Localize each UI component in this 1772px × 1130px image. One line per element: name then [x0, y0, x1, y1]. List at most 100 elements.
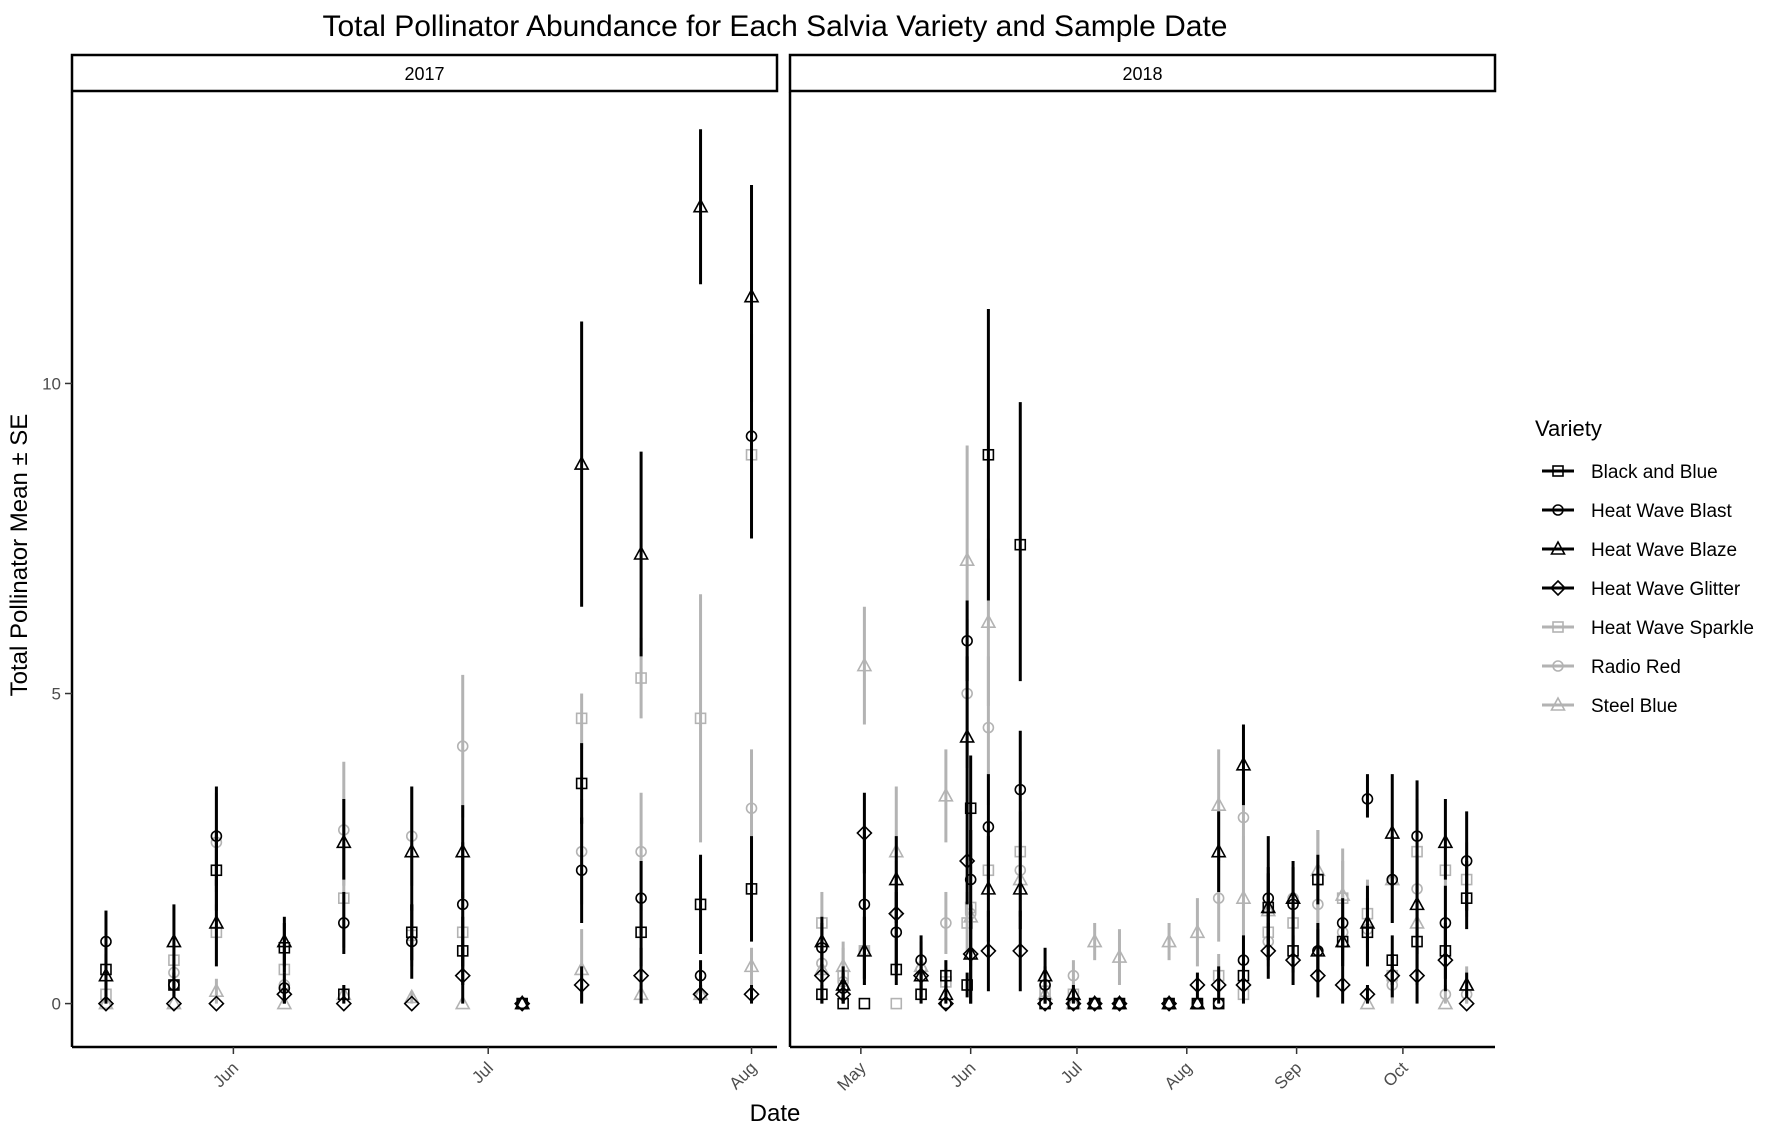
data-point [1284, 952, 1302, 969]
data-point [1012, 880, 1029, 895]
data-point [856, 942, 873, 957]
data-point [1409, 895, 1425, 911]
data-point [814, 932, 830, 948]
data-point [635, 845, 647, 858]
data-point [633, 545, 649, 560]
data-point [575, 777, 588, 790]
panel-2017: 2017 Jun Jul Aug 0 5 10 [42, 53, 779, 1093]
data-point [1437, 952, 1454, 969]
data-point [1237, 954, 1250, 966]
data-point [335, 995, 352, 1012]
data-point [1012, 942, 1029, 960]
data-point [338, 917, 350, 929]
data-point [692, 198, 709, 213]
legend-key-symbol [1550, 540, 1566, 555]
legend-label: Radio Red [1591, 657, 1681, 678]
data-point [1037, 967, 1053, 982]
facet-strip [788, 53, 1497, 93]
data-point [1384, 967, 1401, 984]
data-point [1086, 995, 1103, 1012]
facet-strip-label: 2017 [404, 64, 444, 84]
legend-item: Heat Wave Blast [1542, 501, 1733, 522]
data-point [1361, 793, 1374, 805]
legend-key-symbol [1552, 660, 1564, 672]
data-point [276, 994, 293, 1010]
data-point [982, 821, 995, 833]
y-tick-label: 5 [52, 685, 61, 704]
data-point [694, 898, 707, 911]
data-point [166, 994, 182, 1010]
legend-item: Heat Wave Glitter [1542, 579, 1741, 600]
legend-label: Heat Wave Blast [1591, 501, 1733, 522]
legend-item: Heat Wave Sparkle [1542, 618, 1754, 639]
data-point [1065, 995, 1082, 1012]
data-point [1086, 932, 1103, 948]
data-point [1014, 538, 1027, 551]
x-axis-title: Date [750, 1100, 801, 1127]
data-point [743, 957, 760, 973]
data-point [1235, 976, 1252, 994]
data-point [858, 898, 871, 911]
data-point [1359, 914, 1376, 929]
data-point [1460, 855, 1473, 867]
data-point [1111, 948, 1128, 963]
data-point [1458, 976, 1475, 991]
data-point [98, 967, 114, 982]
panel-2018: 2018 May Jun Jul Aug Sep Oct [788, 53, 1497, 1095]
data-point [858, 997, 871, 1010]
legend-key-symbol [1550, 696, 1566, 711]
data-point [338, 988, 350, 1001]
x-tick-label: Jul [468, 1058, 497, 1087]
data-point [1161, 994, 1177, 1010]
data-point [575, 712, 588, 725]
data-point [1111, 995, 1128, 1012]
x-tick-label: Aug [1161, 1058, 1196, 1093]
legend-label: Heat Wave Sparkle [1591, 618, 1754, 639]
data-point [403, 842, 420, 858]
chart-title: Total Pollinator Abundance for Each Salv… [323, 10, 1228, 43]
x-tick-label: May [834, 1058, 870, 1094]
data-point [454, 967, 471, 984]
data-point [1359, 986, 1376, 1003]
data-point [1237, 811, 1250, 824]
data-point [1384, 824, 1401, 839]
data-point [1309, 967, 1326, 984]
data-point [635, 892, 647, 904]
data-point [1439, 917, 1452, 929]
data-point [1189, 976, 1206, 994]
data-point [1036, 995, 1054, 1012]
data-point [1161, 932, 1177, 948]
legend-key-symbol [1552, 621, 1564, 633]
data-point [694, 969, 707, 982]
data-point [980, 880, 997, 895]
data-point [514, 994, 531, 1010]
legend-label: Black and Blue [1591, 462, 1718, 483]
data-point [1411, 830, 1423, 842]
data-point [856, 656, 873, 672]
data-point [1065, 985, 1082, 1001]
data-point [982, 721, 995, 734]
data-point [276, 932, 293, 948]
legend-title: Variety [1535, 416, 1602, 441]
data-point [1067, 969, 1080, 982]
data-point [962, 945, 979, 963]
x-tick-label: Jun [947, 1058, 980, 1091]
data-point [940, 917, 952, 929]
legend-label: Heat Wave Glitter [1591, 579, 1741, 600]
data-point [982, 448, 995, 461]
legend-key-symbol [1549, 579, 1567, 597]
facet-strip-label: 2018 [1122, 64, 1162, 84]
legend-label: Heat Wave Blaze [1591, 540, 1737, 561]
data-point [98, 994, 114, 1010]
data-point [1014, 783, 1027, 796]
data-point [166, 932, 182, 948]
data-point [745, 802, 758, 815]
data-point [1359, 994, 1376, 1010]
data-point [454, 842, 471, 858]
legend-key-symbol [1552, 465, 1564, 477]
data-point [276, 986, 293, 1003]
x-tick-label: Jun [209, 1058, 242, 1091]
data-point [1189, 923, 1206, 939]
data-point [980, 942, 997, 960]
